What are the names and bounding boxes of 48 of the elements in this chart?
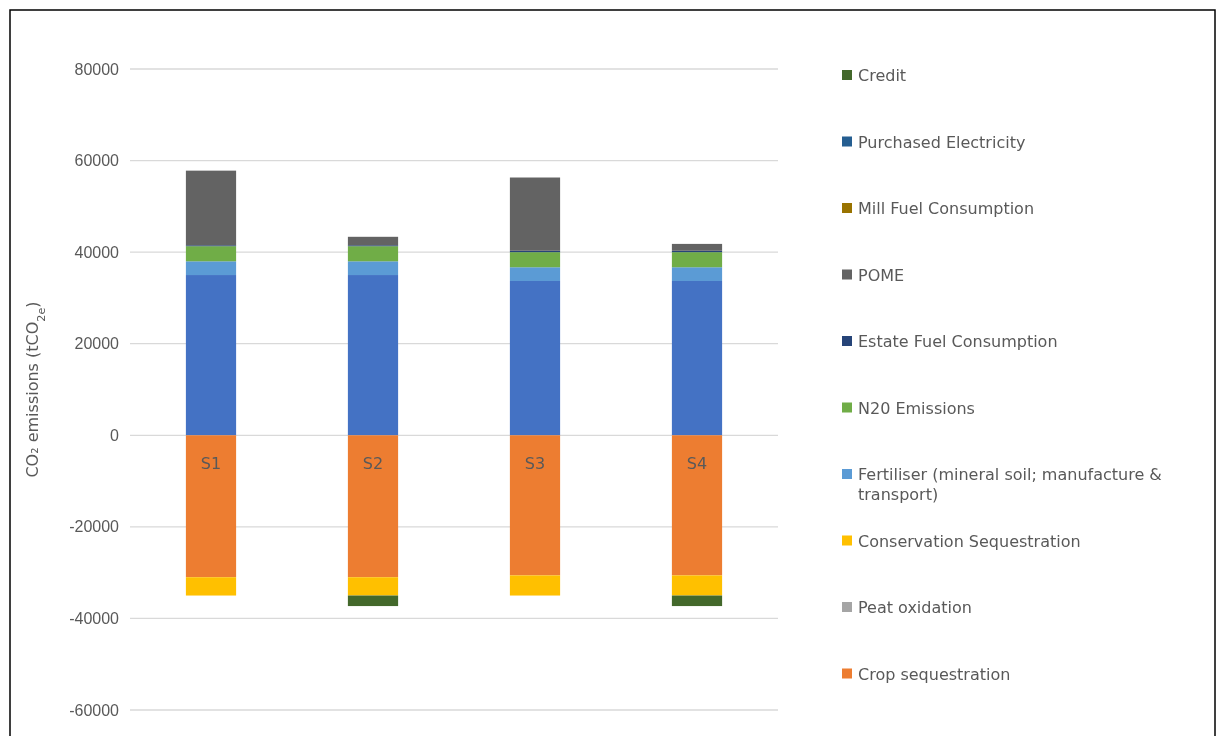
legend-label: Peat oxidation <box>858 598 972 617</box>
bar <box>509 177 561 251</box>
bar <box>347 577 399 596</box>
legend-label: Fertiliser (mineral soil; manufacture & transport) <box>858 465 1162 504</box>
y-tick-label: -60000 <box>69 701 120 719</box>
y-tick-label: 0 <box>110 426 120 444</box>
bar <box>347 236 399 246</box>
legend-label: Conservation Sequestration <box>858 531 1081 551</box>
legend-label: Crop sequestration <box>858 664 1011 684</box>
bar <box>671 575 723 596</box>
legend-label: Credit <box>858 66 907 85</box>
bar <box>185 577 237 596</box>
bar <box>509 435 561 576</box>
legend-label: Purchased Electricity <box>858 132 1026 152</box>
bar <box>185 261 237 276</box>
bar <box>509 280 561 436</box>
y-tick-label: 80000 <box>74 60 120 78</box>
bar <box>509 267 561 281</box>
y-tick-label: 60000 <box>74 152 120 170</box>
bar <box>671 280 723 436</box>
bar <box>671 267 723 281</box>
y-tick-label: 40000 <box>74 243 120 261</box>
bar <box>671 595 723 607</box>
bar <box>671 243 723 251</box>
bar <box>671 435 723 576</box>
bar <box>347 595 399 607</box>
bar <box>347 246 399 262</box>
y-tick-label: -40000 <box>69 610 120 628</box>
bar <box>347 261 399 276</box>
x-tick-label: S1 <box>200 454 222 474</box>
legend-label: Estate Fuel Consumption <box>858 332 1058 351</box>
bar <box>185 435 237 578</box>
x-tick-label: S4 <box>686 454 708 474</box>
bar <box>671 252 723 268</box>
bar <box>347 435 399 578</box>
bar <box>185 246 237 262</box>
bar <box>185 170 237 246</box>
legend-label: N20 Emissions <box>858 398 975 418</box>
bar <box>509 252 561 268</box>
y-tick-label: 20000 <box>74 335 120 353</box>
bar <box>185 275 237 436</box>
bar <box>347 275 399 436</box>
y-tick-label: -20000 <box>69 518 120 536</box>
x-tick-label: S3 <box>524 454 546 474</box>
legend-label: POME <box>858 265 905 285</box>
x-tick-label: S2 <box>362 454 384 474</box>
legend-label: Mill Fuel Consumption <box>858 199 1035 218</box>
bar <box>509 575 561 596</box>
